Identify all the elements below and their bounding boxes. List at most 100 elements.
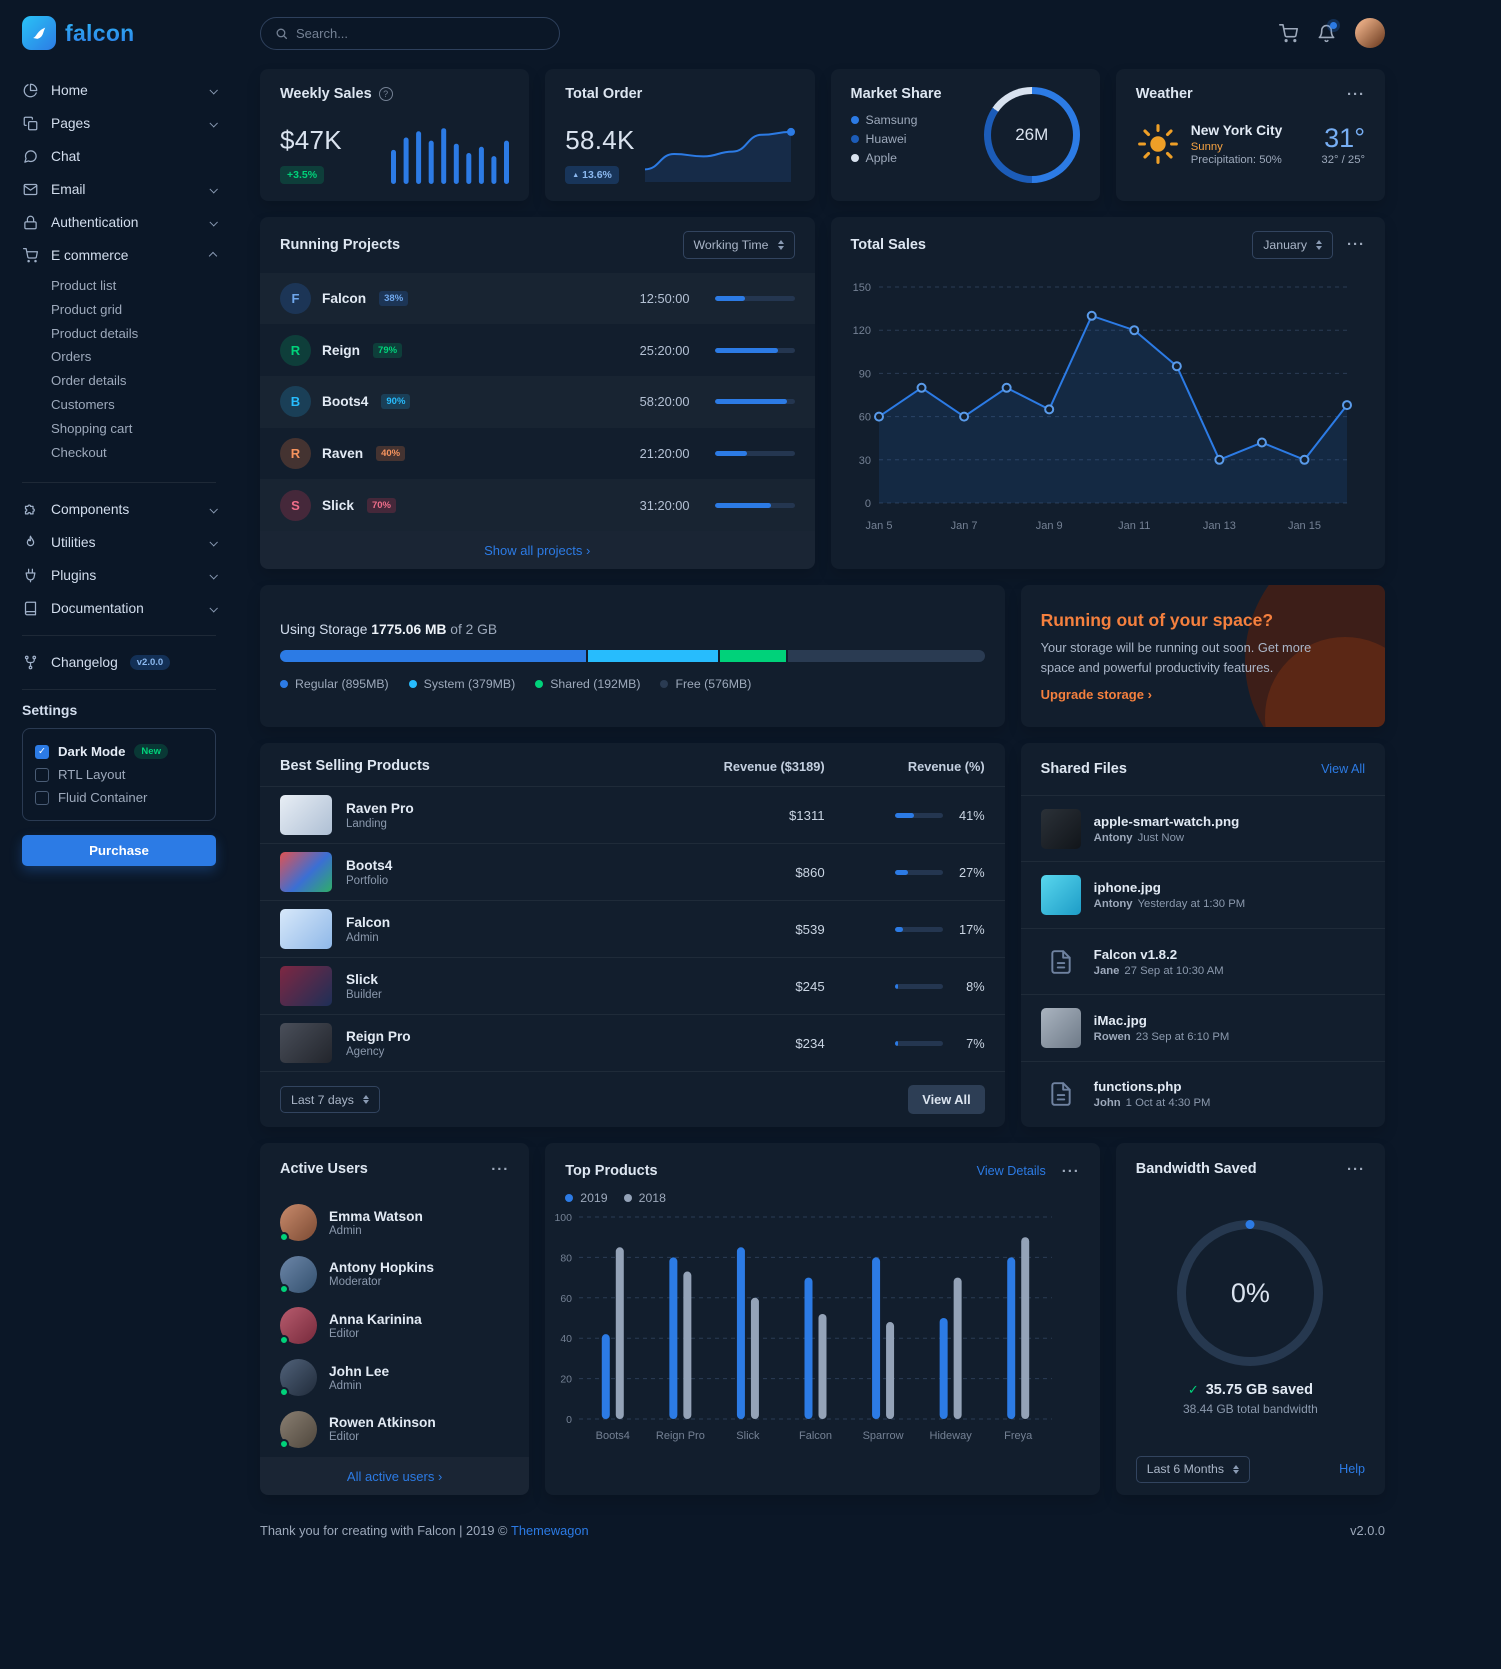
view-all-button[interactable]: View All xyxy=(908,1085,985,1114)
sidebar-item-email[interactable]: Email xyxy=(22,173,218,206)
checkbox-checked-icon: ✓ xyxy=(35,744,49,759)
sidebar-item-label: Chat xyxy=(51,149,81,164)
sidebar-item-changelog[interactable]: Changelog v2.0.0 xyxy=(22,646,216,679)
sidebar-item-product-grid[interactable]: Product grid xyxy=(51,301,123,317)
svg-text:Boots4: Boots4 xyxy=(596,1430,630,1442)
dark-mode-toggle[interactable]: ✓ Dark Mode New xyxy=(35,740,203,763)
project-name[interactable]: Reign xyxy=(322,342,361,358)
file-row[interactable]: functions.php John 1 Oct at 4:30 PM xyxy=(1020,1060,1385,1127)
month-select[interactable]: January xyxy=(1252,231,1333,259)
total-order-value: 58.4K xyxy=(565,125,635,155)
sidebar-item-utilities[interactable]: Utilities xyxy=(22,526,218,559)
themewagon-link[interactable]: Themewagon xyxy=(511,1523,589,1538)
product-name[interactable]: Raven Pro xyxy=(346,800,414,816)
user-row[interactable]: Rowen Atkinson Editor xyxy=(260,1403,529,1455)
product-percent: 41% xyxy=(959,807,985,823)
view-details-link[interactable]: View Details xyxy=(976,1164,1046,1178)
sidebar-item-checkout[interactable]: Checkout xyxy=(51,444,107,460)
project-time: 21:20:00 xyxy=(639,445,690,461)
user-row[interactable]: Emma Watson Admin xyxy=(260,1197,529,1249)
upgrade-storage-link[interactable]: Upgrade storage › xyxy=(1040,686,1152,702)
sidebar-item-orders[interactable]: Orders xyxy=(51,349,92,365)
user-avatar xyxy=(279,1255,317,1294)
all-active-users-link[interactable]: All active users › xyxy=(346,1469,443,1484)
envelope-icon xyxy=(22,182,39,197)
search-box[interactable] xyxy=(260,16,560,50)
file-thumbnail xyxy=(1040,808,1081,849)
storage-banner-card: Running out of your space? Your storage … xyxy=(1020,585,1385,727)
file-row[interactable]: Falcon v1.8.2 Jane 27 Sep at 10:30 AM xyxy=(1020,927,1385,994)
period-select[interactable]: Last 6 Months xyxy=(1135,1455,1250,1483)
card-title: Top Products xyxy=(565,1163,658,1179)
sidebar-item-shopping-cart[interactable]: Shopping cart xyxy=(51,420,133,436)
svg-text:Jan 9: Jan 9 xyxy=(1035,520,1062,532)
rtl-layout-toggle[interactable]: RTL Layout xyxy=(35,763,203,786)
sidebar-item-components[interactable]: Components xyxy=(22,493,218,526)
show-all-projects-link[interactable]: Show all projects › xyxy=(484,543,591,558)
help-icon[interactable]: ? xyxy=(378,87,393,101)
online-status-dot xyxy=(279,1335,289,1346)
product-row: Falcon Admin $539 17% xyxy=(260,900,1005,957)
sidebar-item-order-details[interactable]: Order details xyxy=(51,373,127,389)
sidebar-item-documentation[interactable]: Documentation xyxy=(22,592,218,625)
view-all-link[interactable]: View All xyxy=(1321,762,1365,776)
card-title: Total Order xyxy=(565,86,643,102)
file-row[interactable]: iphone.jpg Antony Yesterday at 1:30 PM xyxy=(1020,861,1385,927)
sidebar-item-label: Email xyxy=(51,182,86,197)
product-revenue: $245 xyxy=(795,978,825,994)
sidebar-item-ecommerce[interactable]: E commerce xyxy=(22,239,218,272)
project-name[interactable]: Falcon xyxy=(322,290,367,306)
sidebar-item-plugins[interactable]: Plugins xyxy=(22,559,218,592)
more-options-icon[interactable]: ··· xyxy=(1347,85,1365,103)
sidebar-item-authentication[interactable]: Authentication xyxy=(22,206,218,239)
more-options-icon[interactable]: ··· xyxy=(1061,1162,1080,1180)
product-name[interactable]: Reign Pro xyxy=(346,1028,411,1044)
file-user: Antony xyxy=(1093,831,1133,844)
falcon-logo-icon xyxy=(22,16,56,50)
fluid-container-toggle[interactable]: Fluid Container xyxy=(35,786,203,809)
svg-text:Freya: Freya xyxy=(1004,1430,1033,1442)
sidebar-item-product-details[interactable]: Product details xyxy=(51,325,139,341)
revenue-progress-bar xyxy=(894,869,943,875)
chevron-up-down-icon xyxy=(1316,237,1322,253)
more-options-icon[interactable]: ··· xyxy=(1347,1160,1365,1178)
legend-label: 2018 xyxy=(638,1191,666,1205)
product-name[interactable]: Falcon xyxy=(346,914,391,930)
sidebar-item-product-list[interactable]: Product list xyxy=(51,278,117,293)
user-row[interactable]: Antony Hopkins Moderator xyxy=(260,1249,529,1301)
brand-logo[interactable]: falcon xyxy=(22,16,216,50)
revenue-progress-bar xyxy=(894,1040,943,1046)
date-range-select[interactable]: Last 7 days xyxy=(280,1085,380,1114)
product-name[interactable]: Slick xyxy=(346,971,378,987)
project-name[interactable]: Slick xyxy=(322,497,354,513)
sidebar-item-home[interactable]: Home xyxy=(22,74,218,107)
file-row[interactable]: iMac.jpg Rowen 23 Sep at 6:10 PM xyxy=(1020,994,1385,1060)
user-row[interactable]: Anna Karinina Editor xyxy=(260,1300,529,1352)
purchase-button[interactable]: Purchase xyxy=(22,835,216,867)
version-badge: v2.0.0 xyxy=(129,655,171,671)
sidebar-item-customers[interactable]: Customers xyxy=(51,396,115,412)
sidebar-item-pages[interactable]: Pages xyxy=(22,107,218,140)
user-name: Antony Hopkins xyxy=(329,1260,434,1276)
cart-icon[interactable] xyxy=(1279,23,1298,43)
sidebar-item-chat[interactable]: Chat xyxy=(22,140,216,173)
user-row[interactable]: John Lee Admin xyxy=(260,1352,529,1404)
card-title: Bandwidth Saved xyxy=(1135,1161,1257,1177)
legend-label: Shared (192MB) xyxy=(550,676,641,691)
user-avatar[interactable] xyxy=(1355,18,1385,48)
product-name[interactable]: Boots4 xyxy=(346,857,393,873)
bell-icon[interactable] xyxy=(1317,21,1337,43)
more-options-icon[interactable]: ··· xyxy=(1347,236,1365,254)
project-name[interactable]: Boots4 xyxy=(322,394,369,410)
project-percent-badge: 70% xyxy=(366,497,396,513)
product-revenue: $1311 xyxy=(788,807,825,823)
project-progress-bar xyxy=(714,295,795,301)
project-name[interactable]: Raven xyxy=(322,445,364,461)
file-row[interactable]: apple-smart-watch.png Antony Just Now xyxy=(1020,795,1385,861)
working-time-select[interactable]: Working Time xyxy=(682,231,795,259)
help-link[interactable]: Help xyxy=(1339,1462,1365,1477)
sidebar-divider xyxy=(22,635,216,637)
chevron-up-down-icon xyxy=(778,237,784,253)
more-options-icon[interactable]: ··· xyxy=(491,1160,510,1178)
search-input[interactable] xyxy=(296,25,545,41)
